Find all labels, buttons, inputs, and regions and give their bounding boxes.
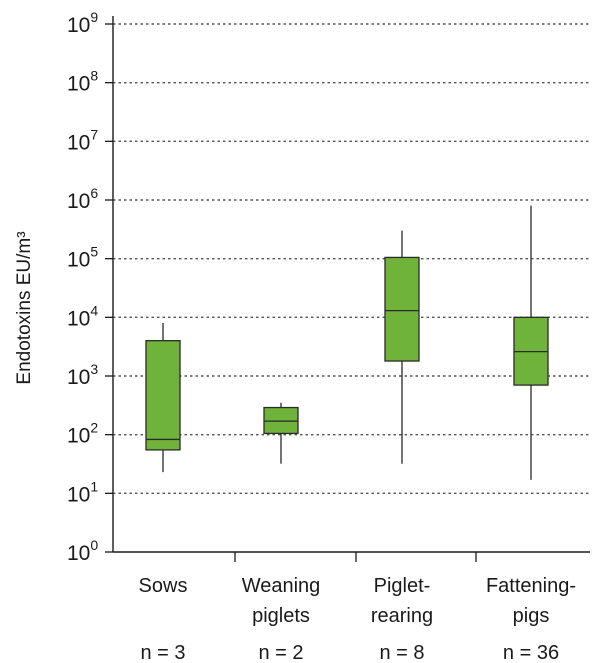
y-tick-labels: 100 101 102 103 104 105 106 107 108 109: [67, 9, 98, 565]
axes: [105, 16, 590, 562]
y-tick-label: 102: [67, 420, 98, 448]
category-label: Piglet-: [374, 575, 431, 597]
box-series: [145, 205, 549, 480]
category-label: Fattening-: [486, 575, 576, 597]
y-tick-label: 101: [67, 478, 98, 506]
y-axis-title: Endotoxins EU/m³: [14, 231, 35, 384]
box-1: [145, 323, 181, 473]
iqr-box: [145, 340, 181, 451]
box-4: [513, 205, 549, 480]
category-label: piglets: [252, 605, 310, 627]
iqr-box: [263, 406, 299, 435]
y-tick-label: 109: [67, 9, 98, 37]
sample-size-label: n = 8: [379, 642, 424, 663]
gridlines: [113, 23, 590, 495]
x-category-labels: Sows n = 3 Weaning piglets n = 2 Piglet-reari…: [139, 575, 576, 663]
iqr-box: [384, 256, 420, 362]
sample-size-label: n = 3: [140, 642, 185, 663]
y-tick-label: 108: [67, 68, 98, 96]
y-tick-label: 107: [67, 126, 98, 154]
sample-size-label: n = 2: [258, 642, 303, 663]
y-tick-label: 100: [67, 537, 98, 565]
sample-size-label: n = 36: [503, 642, 559, 663]
y-tick-label: 103: [67, 361, 98, 389]
category-label: Sows: [139, 575, 188, 597]
y-tick-label: 104: [67, 302, 98, 330]
category-label: rearing: [371, 605, 433, 627]
category-label: pigs: [513, 605, 550, 627]
y-tick-label: 106: [67, 185, 98, 213]
box-3: [384, 230, 420, 464]
y-tick-label: 105: [67, 244, 98, 272]
category-label: Weaning: [242, 575, 321, 597]
box-2: [263, 402, 299, 464]
